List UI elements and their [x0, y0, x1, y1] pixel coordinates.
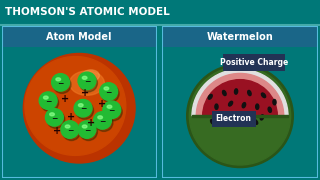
Circle shape [80, 123, 97, 141]
Circle shape [25, 57, 126, 155]
Circle shape [47, 111, 65, 128]
Circle shape [103, 101, 121, 118]
Ellipse shape [56, 78, 60, 81]
Ellipse shape [235, 89, 238, 94]
Text: −: − [99, 117, 106, 126]
Circle shape [74, 100, 92, 117]
Text: −: − [51, 114, 58, 123]
Ellipse shape [82, 70, 100, 81]
Bar [2, 26, 157, 47]
Circle shape [39, 92, 57, 109]
Ellipse shape [235, 112, 238, 117]
Ellipse shape [228, 101, 233, 106]
Circle shape [93, 112, 111, 129]
Ellipse shape [247, 113, 252, 118]
Text: Electron: Electron [216, 114, 252, 123]
Text: −: − [67, 126, 73, 135]
Circle shape [95, 114, 113, 131]
Ellipse shape [268, 107, 271, 112]
Ellipse shape [256, 104, 259, 109]
Circle shape [78, 72, 96, 90]
Text: −: − [84, 126, 90, 135]
Text: −: − [80, 105, 86, 114]
Ellipse shape [65, 125, 70, 128]
Ellipse shape [82, 125, 87, 128]
Text: +: + [68, 112, 76, 122]
Circle shape [101, 85, 119, 103]
FancyBboxPatch shape [212, 111, 256, 127]
Circle shape [62, 123, 80, 141]
Text: Positive Charge: Positive Charge [220, 58, 288, 67]
Ellipse shape [227, 118, 230, 123]
Text: −: − [57, 79, 64, 88]
Circle shape [80, 74, 97, 92]
Circle shape [52, 74, 69, 91]
Text: Watermelon: Watermelon [207, 32, 273, 42]
Text: −: − [84, 77, 90, 86]
Circle shape [187, 64, 293, 168]
Circle shape [61, 121, 79, 138]
Ellipse shape [208, 94, 212, 99]
Ellipse shape [69, 71, 104, 95]
Ellipse shape [44, 96, 48, 99]
Text: +: + [53, 126, 61, 136]
Text: +: + [87, 118, 95, 129]
Text: +: + [99, 99, 107, 109]
Bar [192, 115, 288, 117]
Ellipse shape [273, 100, 276, 105]
Circle shape [53, 76, 71, 93]
Ellipse shape [242, 103, 246, 108]
Wedge shape [192, 69, 288, 116]
Circle shape [100, 83, 118, 100]
Text: −: − [106, 88, 112, 97]
Text: THOMSON'S ATOMIC MODEL: THOMSON'S ATOMIC MODEL [5, 7, 170, 17]
Ellipse shape [248, 90, 251, 96]
Circle shape [78, 121, 96, 138]
Circle shape [104, 103, 122, 121]
Ellipse shape [104, 87, 109, 90]
Ellipse shape [82, 76, 87, 79]
Ellipse shape [260, 115, 264, 120]
Circle shape [41, 94, 59, 112]
Ellipse shape [215, 104, 218, 109]
Ellipse shape [211, 120, 214, 124]
Text: −: − [108, 106, 115, 115]
Text: Atom Model: Atom Model [46, 32, 112, 42]
Text: +: + [61, 94, 69, 104]
Ellipse shape [50, 113, 54, 116]
Ellipse shape [254, 120, 258, 124]
Ellipse shape [78, 104, 83, 107]
Ellipse shape [221, 113, 225, 118]
Wedge shape [196, 73, 284, 116]
Circle shape [23, 53, 135, 163]
Ellipse shape [98, 116, 102, 119]
Text: +: + [81, 88, 90, 98]
Ellipse shape [107, 105, 112, 108]
Circle shape [76, 102, 93, 119]
Bar [162, 26, 318, 47]
Circle shape [45, 109, 63, 126]
Circle shape [189, 67, 291, 165]
Ellipse shape [261, 93, 266, 98]
Wedge shape [203, 80, 277, 116]
Ellipse shape [240, 119, 243, 125]
FancyBboxPatch shape [223, 54, 285, 71]
Ellipse shape [222, 91, 226, 96]
Text: −: − [45, 97, 51, 106]
